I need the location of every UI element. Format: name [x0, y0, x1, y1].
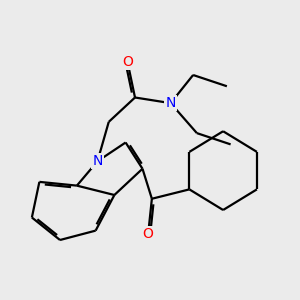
- Text: N: N: [165, 96, 176, 110]
- Text: O: O: [122, 55, 133, 69]
- Text: O: O: [143, 227, 154, 242]
- Text: N: N: [92, 154, 103, 168]
